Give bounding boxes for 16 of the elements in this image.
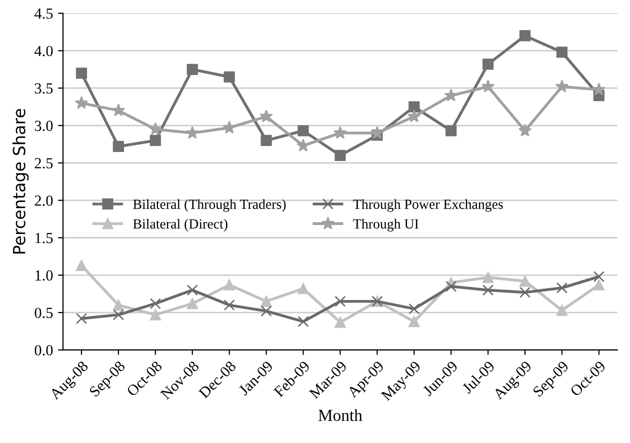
y-tick-label: 0.5 (34, 308, 53, 318)
legend-label: Through Power Exchanges (353, 199, 503, 212)
y-tick-label: 3.0 (34, 120, 53, 132)
y-tick-label: 4.0 (34, 46, 53, 56)
y-tick-label: 2.0 (34, 195, 53, 206)
y-tick-label: 1.0 (36, 270, 53, 281)
y-axis-title: Percentage Share (12, 108, 29, 254)
legend-label: Bilateral (Through Traders) (133, 199, 286, 212)
y-tick-label: 4.5 (34, 8, 53, 19)
x-axis-title: Month (318, 409, 362, 421)
y-tick-label: 0.0 (34, 345, 53, 356)
y-tick-label: 2.5 (34, 158, 53, 168)
legend-label: Through UI (353, 218, 418, 232)
y-tick-label: 1.5 (36, 232, 53, 244)
legend-label: Bilateral (Direct) (133, 218, 228, 232)
y-tick-label: 3.5 (34, 83, 53, 94)
